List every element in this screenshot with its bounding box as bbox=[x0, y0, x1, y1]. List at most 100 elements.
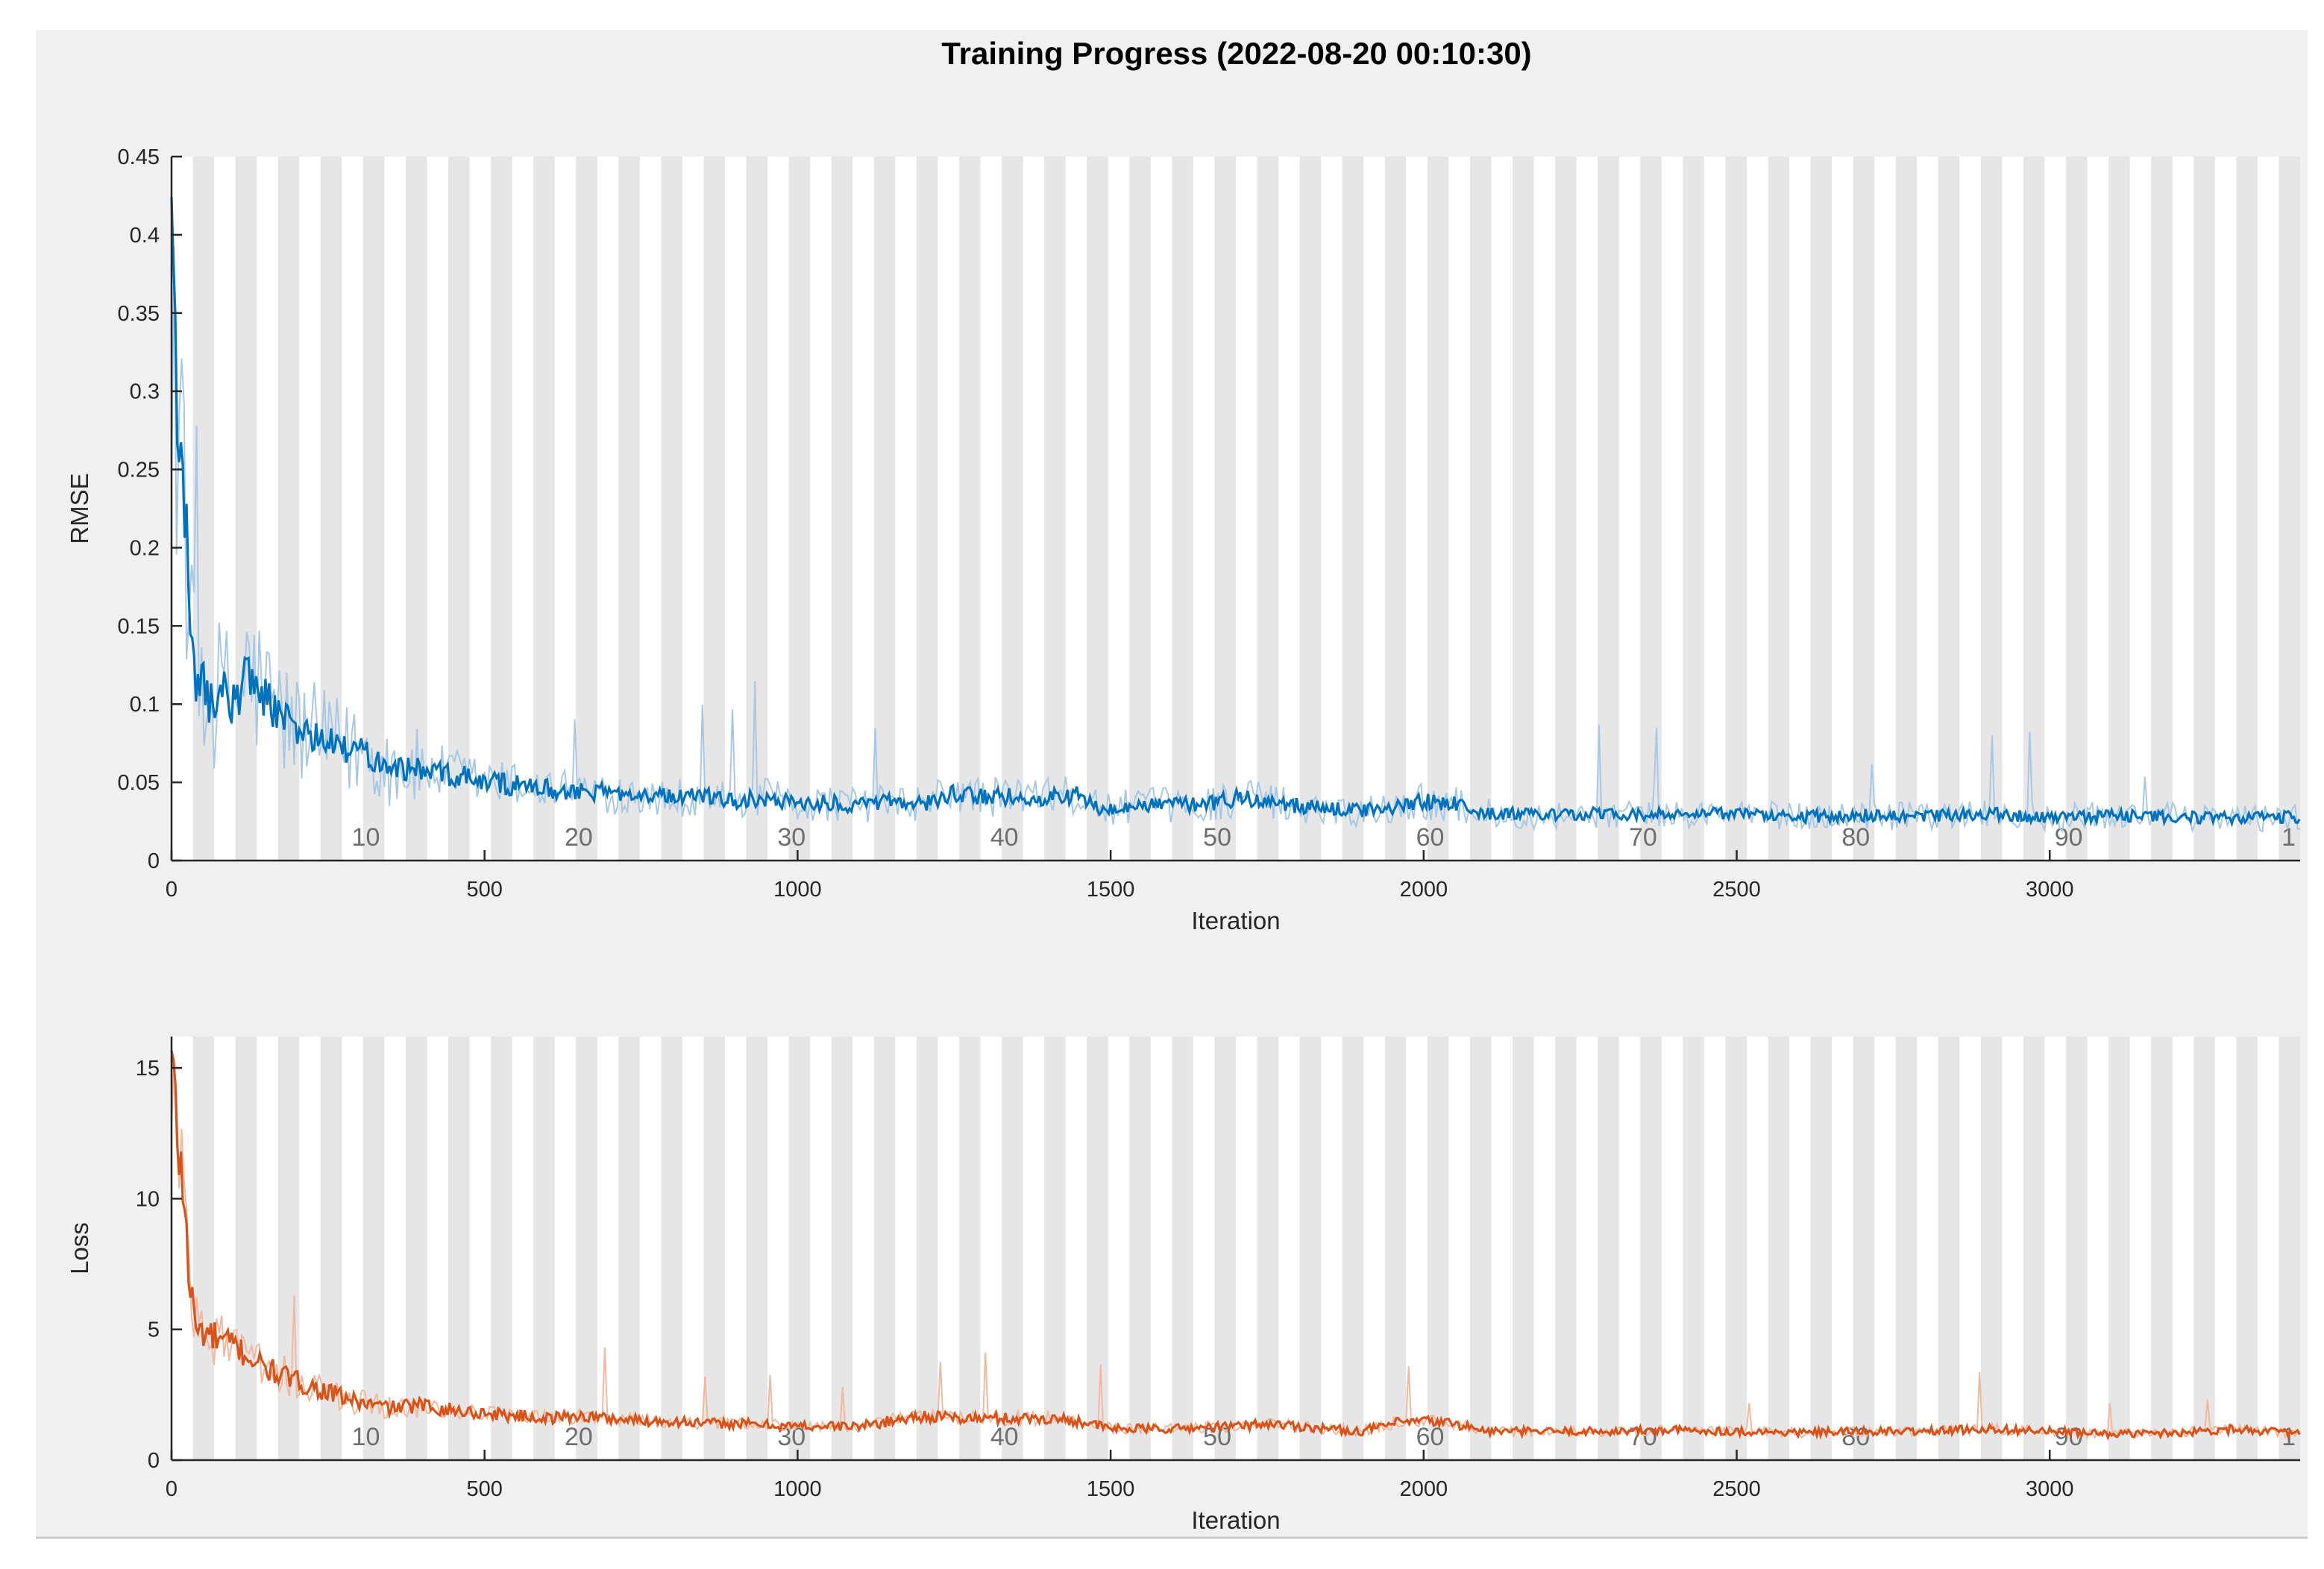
epoch-band bbox=[2279, 1037, 2300, 1460]
epoch-band bbox=[1725, 1037, 1747, 1460]
epoch-label: 40 bbox=[990, 1423, 1019, 1451]
epoch-band bbox=[1683, 157, 1704, 861]
x-tick-label: 3000 bbox=[2026, 878, 2074, 902]
epoch-band bbox=[1768, 157, 1790, 861]
epoch-band bbox=[1469, 1037, 1492, 1460]
epoch-band bbox=[2108, 157, 2130, 861]
epoch-band bbox=[2193, 1037, 2215, 1460]
x-tick-label: 0 bbox=[166, 878, 178, 902]
epoch-band bbox=[873, 157, 896, 861]
epoch-label: 20 bbox=[565, 823, 593, 852]
epoch-band bbox=[1002, 1037, 1023, 1460]
x-axis-label: Iteration bbox=[1191, 907, 1280, 934]
y-tick-label: 0.3 bbox=[130, 380, 160, 404]
epoch-band bbox=[916, 157, 938, 861]
epoch-band bbox=[1299, 157, 1322, 861]
epoch-label: 40 bbox=[990, 823, 1019, 852]
epoch-band bbox=[2066, 157, 2088, 861]
epoch-band bbox=[1257, 157, 1279, 861]
epoch-band bbox=[788, 157, 811, 861]
epoch-band bbox=[2151, 1037, 2173, 1460]
x-tick-label: 500 bbox=[467, 1477, 503, 1501]
y-axis-label: Loss bbox=[66, 1222, 93, 1274]
y-tick-label: 0.15 bbox=[118, 614, 160, 638]
x-tick-label: 1000 bbox=[773, 878, 822, 902]
epoch-band bbox=[958, 1037, 981, 1460]
rmse-chart: 10 20 30 40 50 60 70 80 90 100.050.10.150.20.250.… bbox=[66, 145, 2301, 934]
epoch-band bbox=[235, 157, 257, 861]
x-tick-label: 2000 bbox=[1400, 1477, 1448, 1501]
epoch-band bbox=[405, 1037, 427, 1460]
epoch-band bbox=[1129, 157, 1151, 861]
epoch-label: 60 bbox=[1416, 823, 1445, 852]
smoothed-series-line bbox=[170, 1050, 2301, 1441]
y-axis-label: RMSE bbox=[66, 473, 93, 544]
epoch-band bbox=[448, 1037, 470, 1460]
epoch-band bbox=[1513, 157, 1534, 861]
epoch-band bbox=[576, 1037, 597, 1460]
epoch-band bbox=[362, 157, 385, 861]
epoch-band bbox=[2279, 157, 2300, 861]
epoch-band bbox=[661, 1037, 682, 1460]
epoch-band bbox=[1214, 157, 1236, 861]
epoch-band bbox=[1725, 157, 1747, 861]
epoch-label: 80 bbox=[1841, 823, 1870, 852]
x-tick-label: 1500 bbox=[1087, 1477, 1135, 1501]
epoch-band bbox=[618, 157, 640, 861]
epoch-band bbox=[1810, 157, 1832, 861]
epoch-band bbox=[1087, 157, 1108, 861]
x-tick-label: 2500 bbox=[1712, 878, 1761, 902]
epoch-band bbox=[1555, 157, 1577, 861]
epoch-band bbox=[2108, 1037, 2130, 1460]
epoch-label: 1 bbox=[2281, 823, 2296, 852]
epoch-band bbox=[703, 157, 726, 861]
epoch-band bbox=[491, 157, 512, 861]
epoch-band bbox=[1044, 157, 1066, 861]
epoch-band bbox=[1598, 157, 1619, 861]
epoch-label: 20 bbox=[565, 1423, 593, 1451]
epoch-band bbox=[2236, 1037, 2258, 1460]
x-tick-label: 3000 bbox=[2026, 1477, 2074, 1501]
y-tick-label: 0.05 bbox=[118, 771, 160, 795]
epoch-bands bbox=[192, 157, 2300, 861]
y-tick-label: 0.45 bbox=[118, 145, 160, 169]
x-tick-label: 2000 bbox=[1400, 878, 1448, 902]
epoch-band bbox=[1853, 157, 1875, 861]
y-tick-label: 0.1 bbox=[130, 693, 160, 717]
epoch-band bbox=[1810, 1037, 1832, 1460]
epoch-label: 10 bbox=[352, 823, 380, 852]
epoch-band bbox=[192, 1037, 215, 1460]
epoch-band bbox=[1640, 157, 1662, 861]
epoch-label: 90 bbox=[2055, 823, 2083, 852]
epoch-band bbox=[2151, 157, 2173, 861]
epoch-band bbox=[1980, 1037, 2003, 1460]
y-tick-label: 0.35 bbox=[118, 302, 160, 326]
epoch-band bbox=[1555, 1037, 1577, 1460]
epoch-band bbox=[533, 1037, 555, 1460]
y-tick-label: 0.25 bbox=[118, 459, 160, 482]
epoch-band bbox=[1513, 1037, 1534, 1460]
epoch-band bbox=[448, 157, 470, 861]
epoch-band bbox=[1427, 1037, 1449, 1460]
epoch-band bbox=[1342, 157, 1364, 861]
epoch-band bbox=[2193, 157, 2215, 861]
epoch-band bbox=[1044, 1037, 1066, 1460]
epoch-band bbox=[1342, 1037, 1364, 1460]
raw-series-line bbox=[171, 1058, 2301, 1441]
x-tick-label: 500 bbox=[467, 878, 503, 902]
epoch-label: 70 bbox=[1629, 823, 1657, 852]
epoch-band bbox=[703, 1037, 726, 1460]
epoch-band bbox=[1895, 1037, 1918, 1460]
epoch-band bbox=[235, 1037, 257, 1460]
epoch-band bbox=[1938, 1037, 1960, 1460]
y-tick-label: 5 bbox=[148, 1318, 160, 1342]
x-axis-label: Iteration bbox=[1191, 1506, 1280, 1534]
epoch-band bbox=[1129, 1037, 1151, 1460]
epoch-band bbox=[1299, 1037, 1322, 1460]
epoch-band bbox=[1768, 1037, 1790, 1460]
y-tick-label: 0 bbox=[148, 849, 160, 873]
epoch-band bbox=[1427, 157, 1449, 861]
epoch-band bbox=[1640, 1037, 1662, 1460]
